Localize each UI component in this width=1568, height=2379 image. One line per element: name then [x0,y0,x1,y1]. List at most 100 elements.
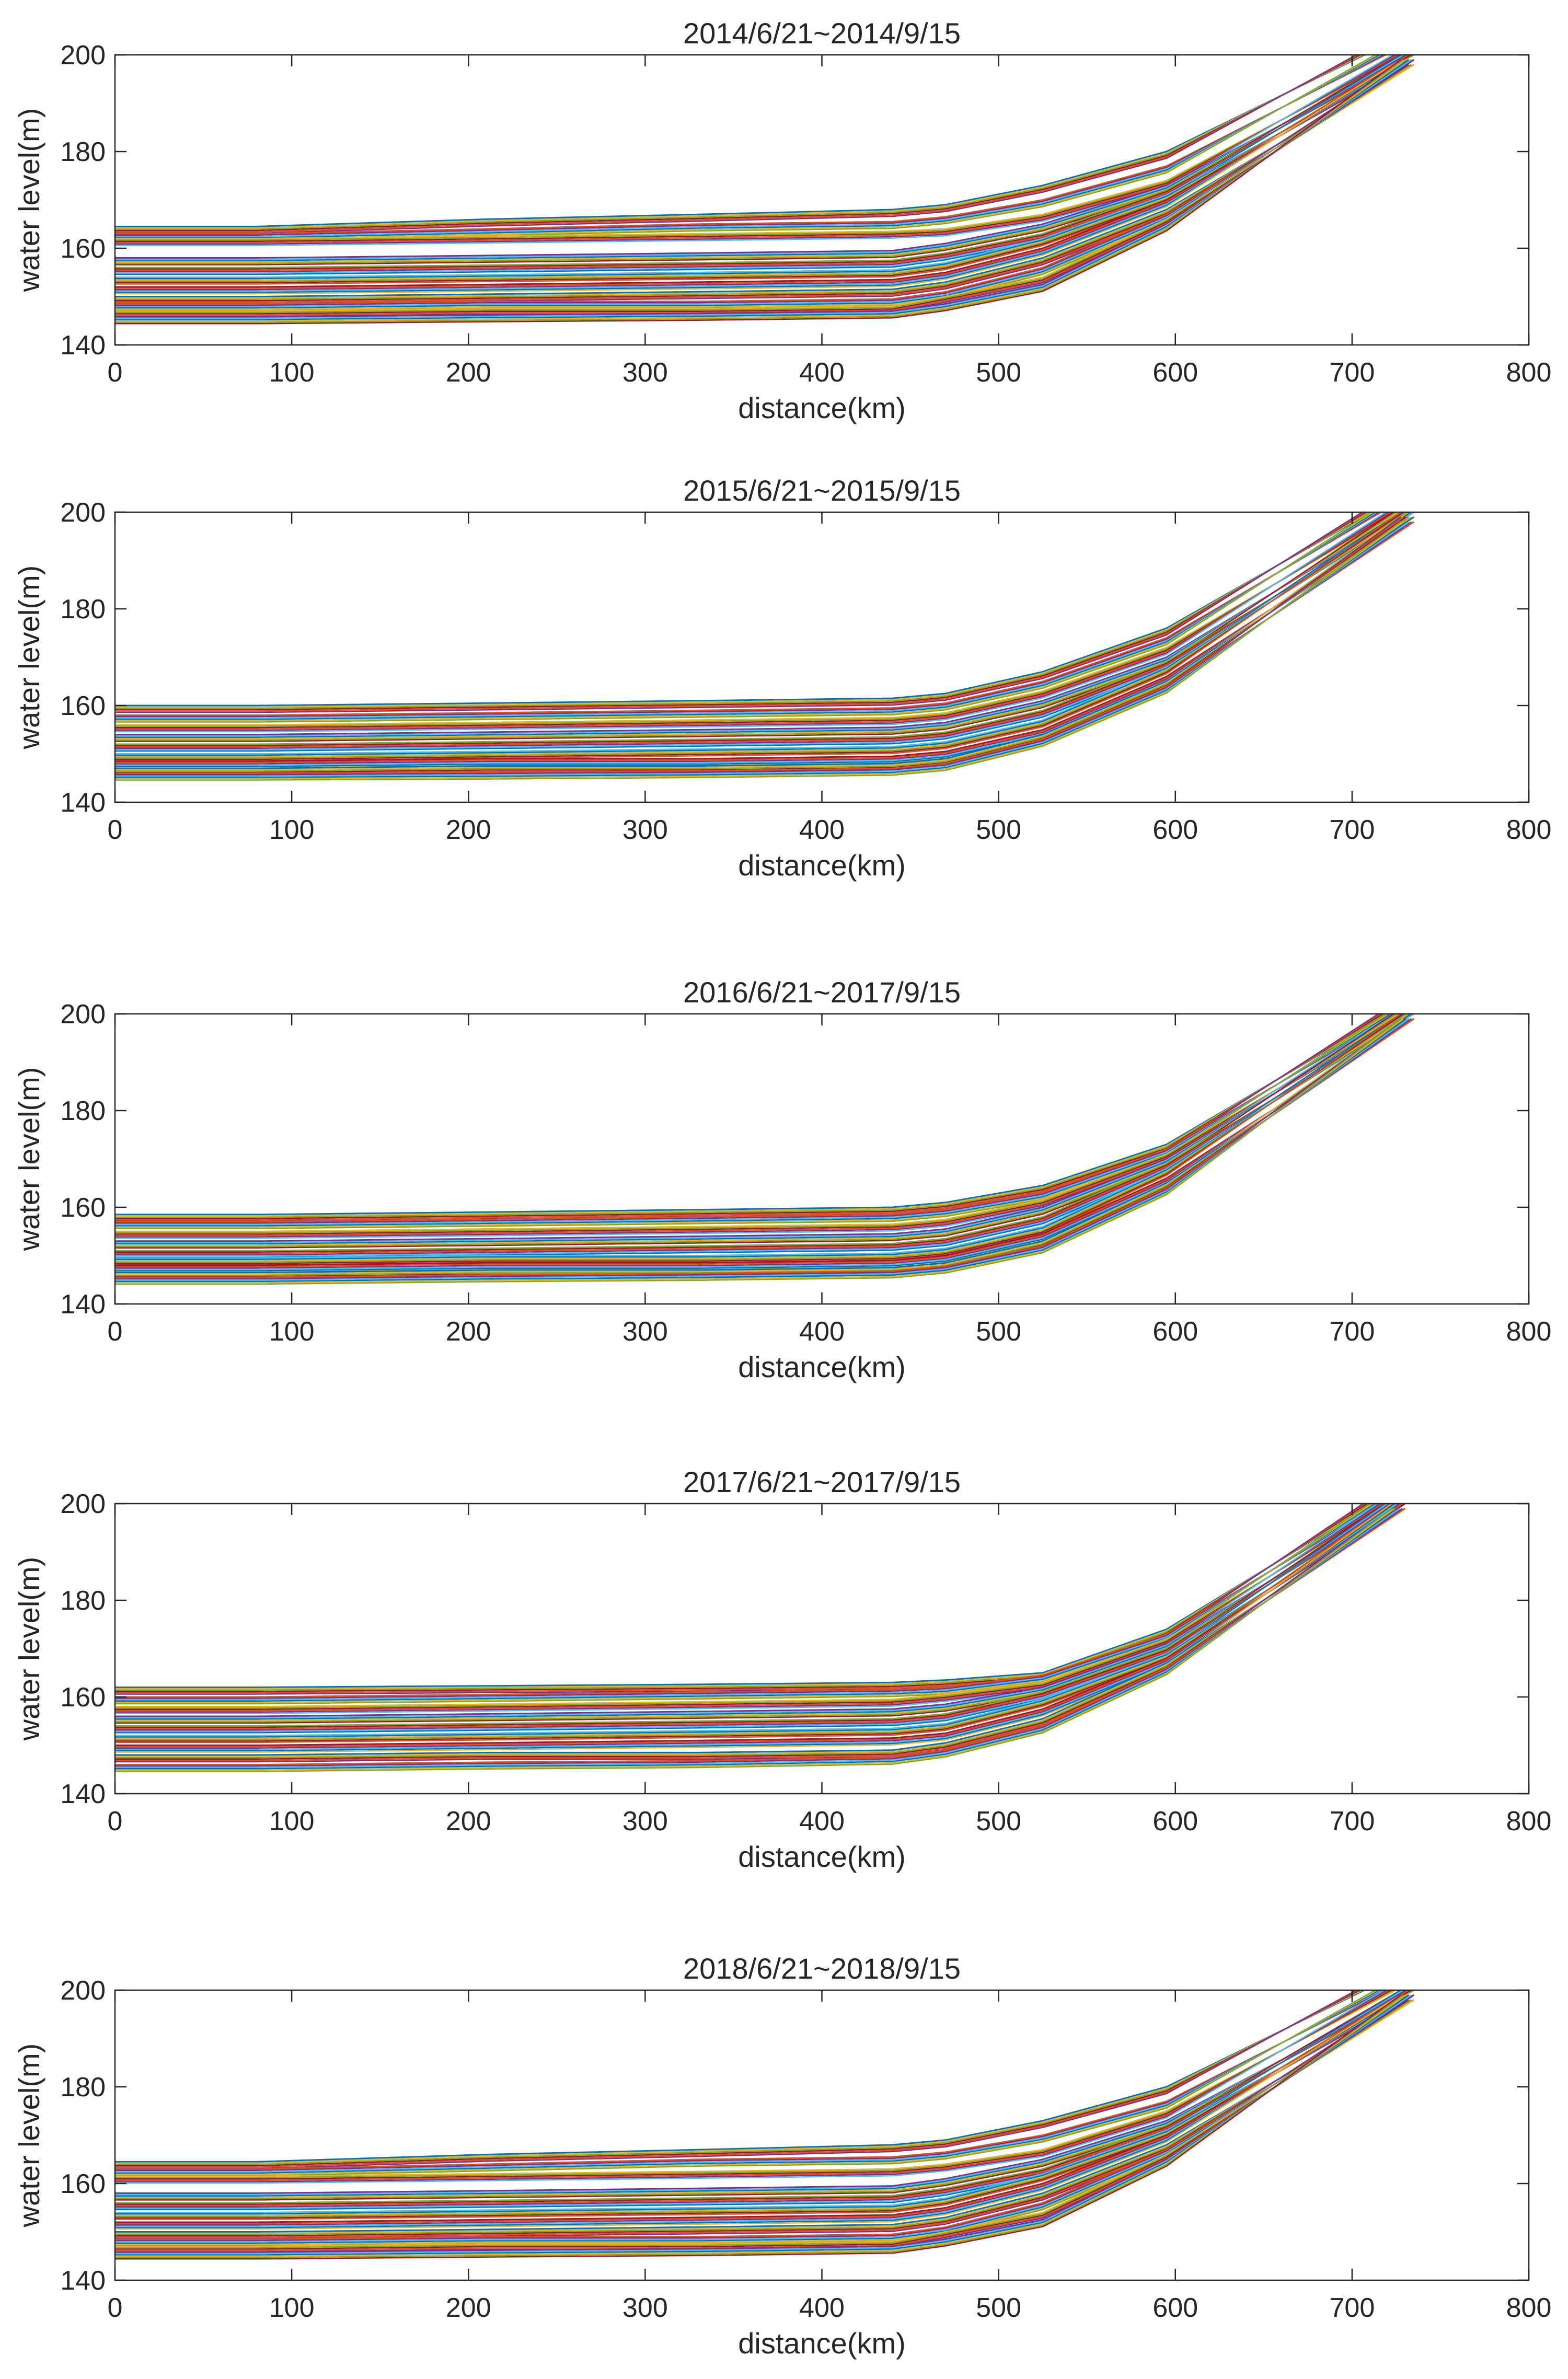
series-line-7-variant-1 [115,1504,1403,1748]
series-line-3 [115,512,1399,726]
x-tick-label: 0 [108,815,123,845]
series-line-1-variant-1 [115,55,1365,229]
series-line-2-variant-1 [115,1990,1385,2172]
series-line-11-variant-1 [115,59,1412,319]
series-line-4-variant-3 [115,1990,1406,2198]
series-line-2 [115,1014,1399,1223]
y-tick-label: 180 [60,1096,106,1126]
series-line-6-variant-1 [115,1994,1412,2215]
series-line-2-variant-2 [115,55,1383,237]
x-tick-label: 500 [976,2293,1021,2323]
series-line-3-variant-2 [115,1504,1386,1710]
series-line-3-variant-1 [115,512,1397,727]
series-line-2-variant-5 [115,1014,1387,1229]
series-line-5-variant-1 [115,512,1412,746]
series-line-1-variant-2 [115,1014,1387,1218]
series-line-10-variant-2 [115,64,1409,315]
series-line-3-variant-4 [115,512,1390,731]
series-line-11-variant-4 [115,59,1404,323]
series-line-10-variant-1 [115,64,1412,314]
chart-title: 2018/6/21~2018/9/15 [683,1952,961,1985]
series-line-2-variant-3 [115,1014,1392,1227]
series-line-9-variant-3 [115,521,1406,778]
y-tick-label: 160 [60,691,106,721]
series-line-7-variant-3 [115,1504,1398,1750]
series-line-1-variant-1 [115,1504,1373,1690]
x-tick-label: 300 [622,815,668,845]
x-tick-label: 700 [1329,357,1375,388]
series-line-8-variant-1 [115,64,1412,299]
series-line-9-variant-4 [115,64,1404,310]
series-line-1-variant-4 [115,512,1366,712]
series-line-7-variant-4 [115,1504,1395,1752]
series-line-4 [115,1014,1408,1242]
series-line-4 [115,1504,1399,1717]
series-line-3-variant-1 [115,55,1404,241]
x-tick-label: 100 [269,1316,315,1347]
series-line-1-variant-3 [115,1990,1362,2167]
series-line-1-variant-4 [115,1504,1367,1694]
series-line-5-variant-2 [115,55,1409,271]
series-line-3-variant-4 [115,1990,1388,2182]
series-line-9 [115,1508,1406,1765]
x-tick-label: 0 [108,2293,123,2323]
series-line-2-variant-3 [115,512,1376,720]
series-line-9-variant-3 [115,1999,1406,2244]
x-tick-label: 200 [446,1316,491,1347]
chart-title: 2015/6/21~2015/9/15 [683,474,961,507]
y-tick-label: 180 [60,2072,106,2103]
series-line-4-variant-2 [115,55,1409,261]
series-line-7 [115,1018,1415,1266]
series-line-5-variant-3 [115,512,1406,749]
y-axis-label: water level(m) [13,2043,45,2228]
series-line-4-variant-4 [115,1014,1398,1248]
series-line-8-variant-3 [115,64,1406,302]
series-line-2-variant-4 [115,55,1379,240]
chart-title: 2014/6/21~2014/9/15 [683,17,961,50]
series-line-2 [115,1504,1383,1698]
series-line-8-variant-3 [115,1999,1406,2237]
series-line-3-variant-4 [115,55,1397,245]
series-line-4-variant-2 [115,1990,1409,2197]
y-axis-label: water level(m) [13,1557,45,1741]
series-line-9-variant-1 [115,64,1412,306]
x-tick-label: 700 [1329,1316,1375,1347]
series-line-2-variant-3 [115,1990,1381,2174]
series-line-8-variant-1 [115,516,1412,771]
series-line-9 [115,521,1415,774]
series-line-4 [115,512,1408,735]
series-line-9-variant-4 [115,1999,1404,2245]
series-line-6-variant-1 [115,512,1412,756]
series-line-2-variant-5 [115,55,1377,241]
series-line-1-variant-4 [115,1014,1382,1221]
series-line-1-variant-3 [115,55,1362,232]
series-line-1-variant-1 [115,512,1371,708]
series-line-3-variant-2 [115,1990,1393,2180]
series-line-5-variant-3 [115,1014,1406,1256]
series-line-6 [115,1014,1414,1259]
series-line-8 [115,1508,1406,1756]
series-line-7-variant-4 [115,59,1404,293]
series-line-1 [115,1504,1375,1688]
series-line-4-variant-1 [115,1014,1405,1243]
series-line-7-variant-1 [115,1018,1412,1267]
x-tick-label: 300 [622,1316,668,1347]
series-line-1-variant-4 [115,1990,1359,2168]
series-line-10 [115,1999,1414,2247]
series-line-9-variant-5 [115,521,1401,781]
x-axis-label: distance(km) [738,2327,906,2360]
series-line-7-variant-1 [115,1994,1412,2224]
x-tick-label: 800 [1506,815,1552,845]
series-line-9-variant-1 [115,1018,1412,1279]
series-line-1-variant-1 [115,1990,1365,2164]
series-line-7 [115,1994,1414,2223]
y-tick-label: 160 [60,2169,106,2199]
x-tick-label: 200 [446,357,491,388]
series-line-2-variant-2 [115,1014,1394,1226]
series-line-5-variant-1 [115,55,1412,270]
series-line-9-variant-2 [115,64,1409,307]
series-line-4-variant-1 [115,1990,1412,2196]
series-line-1-variant-5 [115,1014,1380,1222]
series-line-9-variant-2 [115,1508,1400,1768]
x-tick-label: 800 [1506,357,1552,388]
